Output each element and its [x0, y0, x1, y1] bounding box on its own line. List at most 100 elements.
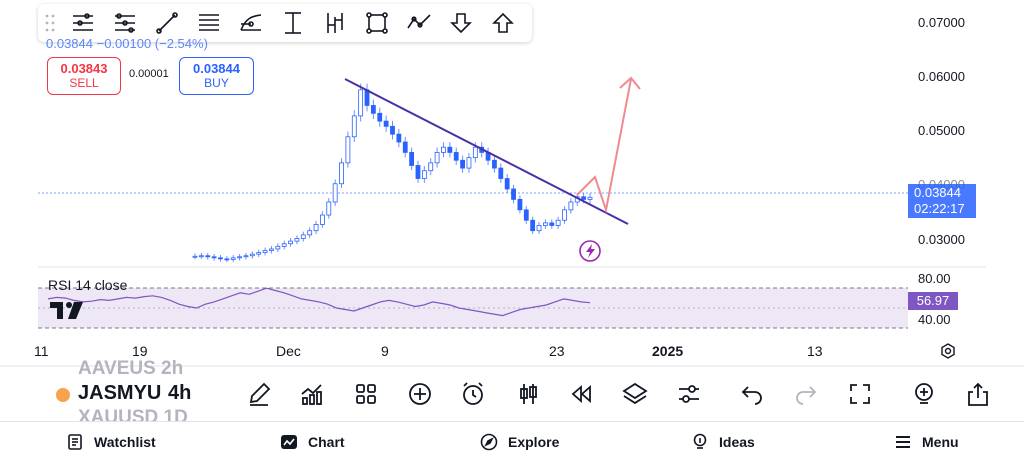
symbol-next[interactable]: XAUUSD 1D	[78, 407, 188, 421]
sell-price: 0.03843	[60, 61, 108, 76]
symbol-legend: 0.03844 −0.00100 (−2.54%)	[46, 36, 208, 51]
candle	[307, 230, 313, 236]
trendline	[344, 78, 629, 225]
candle	[320, 214, 325, 225]
candle	[294, 238, 300, 242]
arrow-down-icon[interactable]	[440, 4, 482, 42]
candle	[377, 112, 383, 122]
share-icon[interactable]	[962, 378, 994, 410]
symbol-name[interactable]: JASMYU	[78, 382, 162, 404]
candle	[351, 115, 357, 138]
candle	[517, 198, 523, 211]
candle	[415, 165, 421, 179]
candle	[230, 257, 236, 260]
nav-explore[interactable]: Explore	[480, 422, 559, 461]
redo-icon[interactable]	[790, 378, 822, 410]
compass-icon	[480, 433, 498, 450]
spread-value: 0.00001	[129, 68, 169, 80]
ideas-bulb-icon[interactable]	[908, 378, 940, 410]
current-price-value: 0.03844	[914, 185, 961, 200]
fib-lines-icon[interactable]	[188, 4, 230, 42]
candle	[453, 152, 459, 161]
candle	[198, 255, 204, 258]
nav-chart[interactable]: Chart	[280, 422, 345, 461]
coin-icon	[56, 388, 70, 402]
candle	[275, 245, 281, 250]
horizontal-lines-icon[interactable]	[62, 4, 104, 42]
nav-explore-label: Explore	[508, 433, 560, 450]
time-scale-label: 2025	[652, 343, 684, 359]
candle	[313, 224, 319, 232]
candle	[262, 250, 268, 254]
add-icon[interactable]	[404, 378, 436, 410]
candle	[530, 219, 536, 232]
projection-arrow	[576, 78, 632, 214]
price-chart[interactable]	[0, 0, 1024, 370]
candle	[390, 125, 395, 135]
bottom-navigation: Watchlist Chart Explore Ideas Menu	[0, 421, 1024, 461]
time-scale-label: 23	[549, 343, 565, 359]
candle	[447, 146, 453, 153]
undo-icon[interactable]	[736, 378, 768, 410]
chart-icon	[281, 434, 297, 449]
sell-label: SELL	[69, 76, 99, 90]
chart-settings-icon[interactable]	[940, 343, 956, 359]
nav-menu[interactable]: Menu	[894, 422, 959, 461]
candle	[218, 257, 223, 260]
rsi-value-tag: 56.97	[908, 292, 958, 310]
sell-button[interactable]: 0.03843 SELL	[47, 57, 121, 95]
alert-icon[interactable]	[457, 378, 489, 410]
parallel-channel-icon[interactable]	[104, 4, 146, 42]
price-scale-label: 0.07000	[918, 15, 965, 30]
time-scale-label: 19	[132, 343, 148, 359]
candle	[428, 162, 434, 172]
settings-sliders-icon[interactable]	[673, 378, 705, 410]
candle	[466, 157, 472, 169]
price-scale-label: 0.05000	[918, 123, 965, 138]
timeframe[interactable]: 4h	[168, 382, 192, 404]
measure-icon[interactable]	[272, 4, 314, 42]
rsi-upper-label: 80.00	[918, 271, 951, 286]
buy-button[interactable]: 0.03844 BUY	[179, 57, 254, 95]
fullscreen-icon[interactable]	[844, 378, 876, 410]
candle	[300, 234, 306, 239]
candle	[492, 159, 497, 169]
buy-label: BUY	[204, 76, 229, 90]
path-icon[interactable]	[398, 4, 440, 42]
candle	[224, 258, 230, 261]
candle	[504, 178, 510, 190]
symbol-prev[interactable]: AAVEUS 2h	[78, 358, 184, 379]
rsi-lower-label: 40.00	[918, 312, 951, 327]
price-range-icon[interactable]	[314, 4, 356, 42]
layers-icon[interactable]	[619, 378, 651, 410]
current-price-tag: 0.03844 02:22:17	[908, 184, 976, 218]
bar-replay-icon[interactable]	[565, 378, 597, 410]
drag-handle-icon[interactable]	[38, 4, 62, 42]
indicators-icon[interactable]	[296, 378, 328, 410]
arrow-up-icon[interactable]	[482, 4, 524, 42]
nav-chart-label: Chart	[308, 433, 345, 450]
flash-icon	[579, 240, 601, 262]
candle	[243, 255, 249, 258]
candle	[249, 253, 255, 257]
buy-price: 0.03844	[193, 61, 240, 76]
trend-line-icon[interactable]	[146, 4, 188, 42]
templates-icon[interactable]	[350, 378, 382, 410]
projection-arrowhead	[619, 76, 641, 90]
nav-watchlist[interactable]: Watchlist	[66, 422, 156, 461]
candle	[460, 159, 465, 169]
pitchfork-icon[interactable]	[230, 4, 272, 42]
nav-ideas-label: Ideas	[719, 433, 755, 450]
candle	[434, 152, 440, 164]
brush-icon[interactable]	[243, 378, 275, 410]
candle	[472, 146, 478, 159]
replay-candles-icon[interactable]	[512, 378, 544, 410]
rectangle-icon[interactable]	[356, 4, 398, 42]
rsi-legend[interactable]: RSI 14 close	[48, 277, 128, 293]
candle	[441, 146, 446, 153]
candle	[205, 255, 211, 258]
candle	[402, 141, 408, 153]
candle	[281, 243, 287, 247]
candle	[421, 170, 427, 179]
nav-ideas[interactable]: Ideas	[691, 422, 755, 461]
